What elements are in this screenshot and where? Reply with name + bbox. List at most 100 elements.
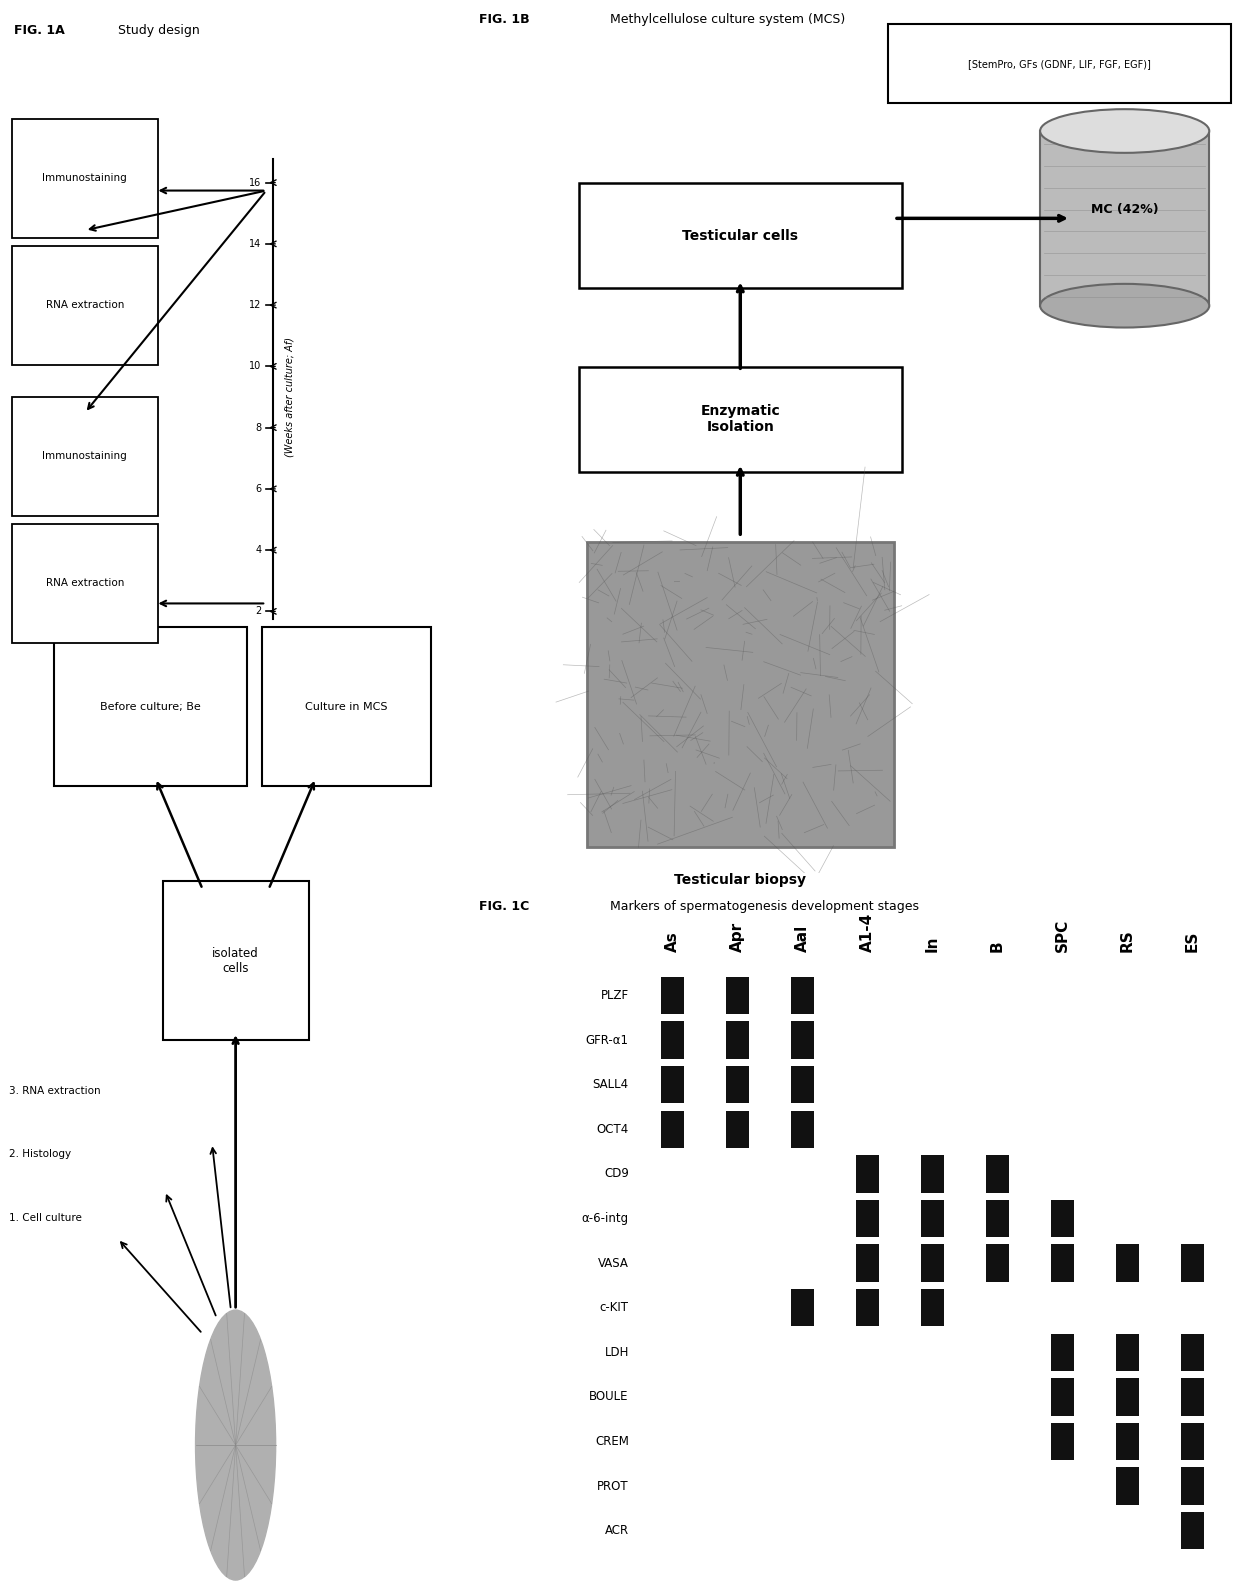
Text: Methylcellulose culture system (MCS): Methylcellulose culture system (MCS) — [610, 13, 844, 25]
FancyBboxPatch shape — [986, 1201, 1009, 1237]
FancyBboxPatch shape — [791, 977, 813, 1015]
FancyBboxPatch shape — [727, 1110, 749, 1148]
FancyBboxPatch shape — [1052, 1423, 1074, 1461]
Circle shape — [196, 1310, 275, 1580]
FancyBboxPatch shape — [1180, 1378, 1204, 1415]
Text: 10: 10 — [249, 362, 262, 372]
Text: B: B — [990, 940, 1004, 953]
FancyBboxPatch shape — [661, 1110, 684, 1148]
Text: RNA extraction: RNA extraction — [46, 578, 124, 588]
FancyBboxPatch shape — [986, 1154, 1009, 1193]
Text: α-6-intg: α-6-intg — [582, 1212, 629, 1224]
Text: 1. Cell culture: 1. Cell culture — [10, 1213, 82, 1223]
Ellipse shape — [1040, 110, 1209, 152]
Text: c-KIT: c-KIT — [600, 1301, 629, 1315]
FancyBboxPatch shape — [661, 1021, 684, 1059]
Text: CREM: CREM — [595, 1436, 629, 1448]
FancyBboxPatch shape — [791, 1066, 813, 1104]
FancyBboxPatch shape — [1116, 1378, 1138, 1415]
Text: Immunostaining: Immunostaining — [42, 451, 128, 461]
FancyBboxPatch shape — [12, 119, 157, 238]
Text: GFR-α1: GFR-α1 — [585, 1034, 629, 1046]
FancyBboxPatch shape — [856, 1289, 879, 1326]
Text: Markers of spermatogenesis development stages: Markers of spermatogenesis development s… — [610, 900, 919, 913]
Text: VASA: VASA — [598, 1256, 629, 1269]
FancyBboxPatch shape — [579, 183, 901, 289]
Text: SPC: SPC — [1055, 919, 1070, 953]
Text: In: In — [925, 935, 940, 953]
FancyBboxPatch shape — [1052, 1334, 1074, 1370]
FancyBboxPatch shape — [921, 1201, 944, 1237]
Text: 2: 2 — [255, 607, 262, 616]
FancyBboxPatch shape — [12, 397, 157, 516]
Text: FIG. 1A: FIG. 1A — [14, 24, 64, 37]
Text: 4: 4 — [255, 545, 262, 556]
Text: 6: 6 — [255, 484, 262, 494]
FancyBboxPatch shape — [1040, 132, 1209, 305]
FancyBboxPatch shape — [1116, 1423, 1138, 1461]
Text: SALL4: SALL4 — [593, 1078, 629, 1091]
Text: Testicular cells: Testicular cells — [682, 229, 799, 243]
Text: FIG. 1C: FIG. 1C — [479, 900, 529, 913]
FancyBboxPatch shape — [727, 1066, 749, 1104]
FancyBboxPatch shape — [579, 367, 901, 472]
Text: 8: 8 — [255, 422, 262, 432]
FancyBboxPatch shape — [1180, 1245, 1204, 1282]
Text: 12: 12 — [249, 300, 262, 310]
Text: RS: RS — [1120, 929, 1135, 953]
FancyBboxPatch shape — [661, 977, 684, 1015]
FancyBboxPatch shape — [1116, 1245, 1138, 1282]
FancyBboxPatch shape — [1180, 1512, 1204, 1550]
Text: [StemPro, GFs (GDNF, LIF, FGF, EGF)]: [StemPro, GFs (GDNF, LIF, FGF, EGF)] — [968, 59, 1151, 68]
Text: FIG. 1B: FIG. 1B — [479, 13, 529, 25]
FancyBboxPatch shape — [856, 1201, 879, 1237]
Text: Testicular biopsy: Testicular biopsy — [675, 873, 806, 888]
Text: BOULE: BOULE — [589, 1391, 629, 1404]
FancyBboxPatch shape — [1180, 1467, 1204, 1505]
FancyBboxPatch shape — [661, 1066, 684, 1104]
Text: ACR: ACR — [605, 1524, 629, 1537]
FancyBboxPatch shape — [986, 1245, 1009, 1282]
Text: Culture in MCS: Culture in MCS — [305, 702, 388, 711]
FancyBboxPatch shape — [856, 1245, 879, 1282]
Text: CD9: CD9 — [604, 1167, 629, 1180]
Text: A1-4: A1-4 — [861, 913, 875, 953]
Text: PLZF: PLZF — [600, 989, 629, 1002]
Text: 14: 14 — [249, 238, 262, 249]
Text: 2. Histology: 2. Histology — [10, 1150, 72, 1159]
Text: Immunostaining: Immunostaining — [42, 173, 128, 183]
FancyBboxPatch shape — [888, 24, 1231, 103]
FancyBboxPatch shape — [791, 1021, 813, 1059]
FancyBboxPatch shape — [12, 524, 157, 643]
Text: Enzymatic
Isolation: Enzymatic Isolation — [701, 403, 780, 435]
FancyBboxPatch shape — [921, 1154, 944, 1193]
FancyBboxPatch shape — [587, 542, 894, 848]
FancyBboxPatch shape — [921, 1245, 944, 1282]
FancyBboxPatch shape — [727, 1021, 749, 1059]
FancyBboxPatch shape — [791, 1110, 813, 1148]
Text: Apr: Apr — [730, 923, 745, 953]
FancyBboxPatch shape — [262, 627, 432, 786]
FancyBboxPatch shape — [791, 1289, 813, 1326]
Ellipse shape — [1040, 284, 1209, 327]
Text: ES: ES — [1184, 931, 1199, 953]
FancyBboxPatch shape — [55, 627, 248, 786]
Text: (Weeks after culture; Af): (Weeks after culture; Af) — [285, 337, 295, 457]
FancyBboxPatch shape — [1052, 1245, 1074, 1282]
Text: isolated
cells: isolated cells — [212, 946, 259, 975]
Text: PROT: PROT — [598, 1480, 629, 1493]
FancyBboxPatch shape — [856, 1154, 879, 1193]
FancyBboxPatch shape — [1180, 1334, 1204, 1370]
FancyBboxPatch shape — [727, 977, 749, 1015]
FancyBboxPatch shape — [1052, 1378, 1074, 1415]
Text: 16: 16 — [249, 178, 262, 187]
Text: LDH: LDH — [604, 1345, 629, 1359]
Text: Study design: Study design — [118, 24, 200, 37]
FancyBboxPatch shape — [1116, 1467, 1138, 1505]
Text: Aal: Aal — [795, 924, 810, 953]
FancyBboxPatch shape — [1180, 1423, 1204, 1461]
FancyBboxPatch shape — [12, 246, 157, 365]
FancyBboxPatch shape — [1052, 1201, 1074, 1237]
Text: Before culture; Be: Before culture; Be — [100, 702, 201, 711]
Text: 3. RNA extraction: 3. RNA extraction — [10, 1086, 100, 1096]
